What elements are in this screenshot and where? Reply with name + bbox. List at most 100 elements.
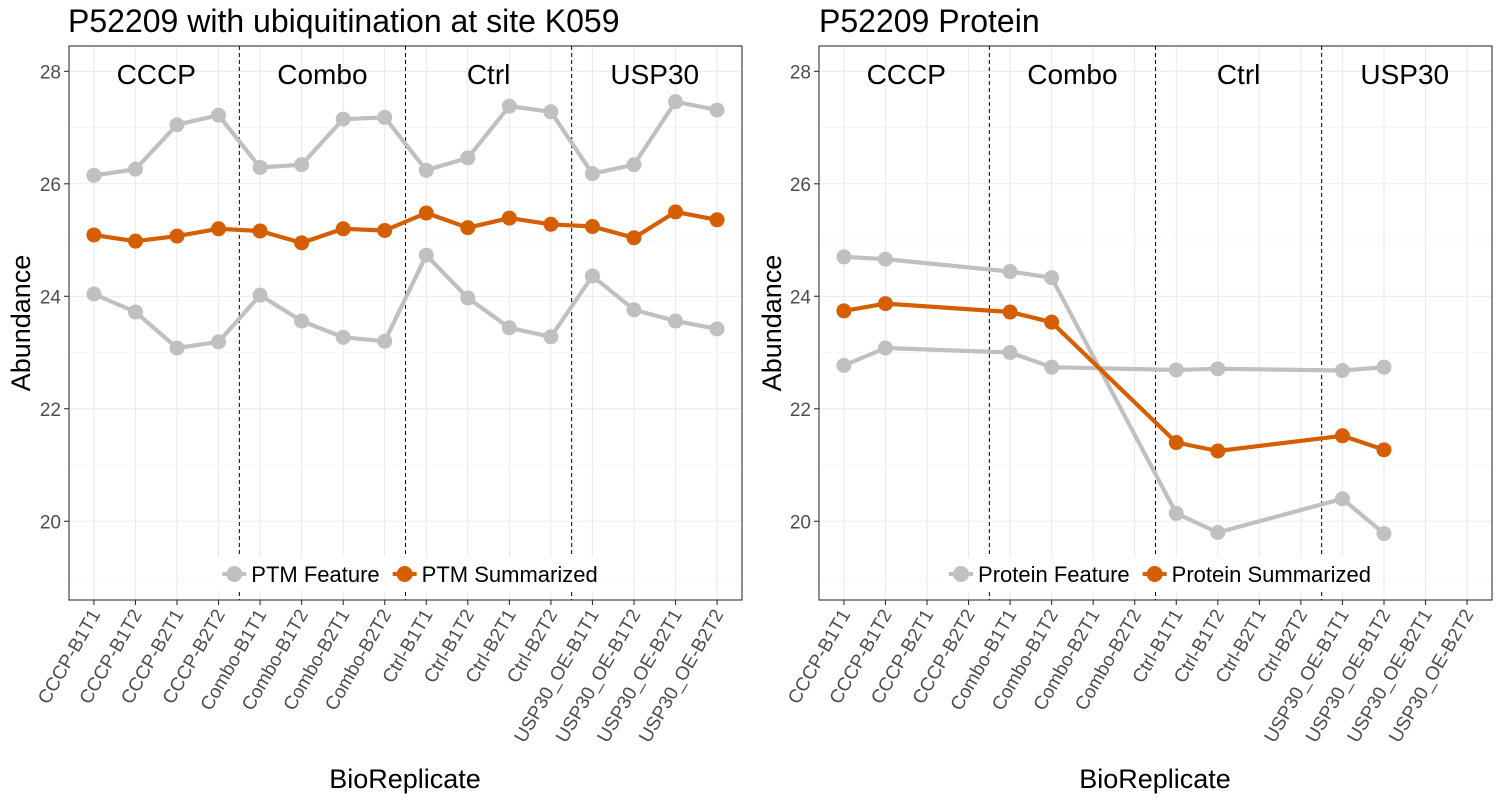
data-point (169, 228, 185, 244)
data-point (418, 247, 434, 263)
legend: PTM Feature PTM Summarized (211, 557, 604, 591)
group-label: Ctrl (1217, 59, 1261, 90)
data-point (127, 304, 143, 320)
data-point (252, 223, 268, 239)
data-point (1376, 359, 1392, 375)
data-point (169, 340, 185, 356)
data-point (127, 161, 143, 177)
data-point (335, 329, 351, 345)
summarized-series (836, 296, 1392, 459)
data-point (294, 313, 310, 329)
data-point (335, 111, 351, 127)
group-label: CCCP (117, 59, 196, 90)
group-label: CCCP (867, 59, 946, 90)
data-point (1210, 361, 1226, 377)
data-point (626, 157, 642, 173)
data-point (211, 221, 227, 237)
series-line (841, 345, 1387, 373)
data-point (211, 107, 227, 123)
y-tick-label: 22 (790, 400, 811, 421)
data-point (836, 357, 852, 373)
data-point (543, 329, 559, 345)
chart-panel-ptm: P52209 with ubiquitination at site K059 … (6, 3, 743, 794)
legend-entry: Protein Summarized (1172, 562, 1371, 587)
data-point (501, 98, 517, 114)
x-axis-title: BioReplicate (1079, 764, 1231, 794)
data-point (460, 150, 476, 166)
data-point (1334, 491, 1350, 507)
feature-series (836, 340, 1392, 379)
data-point (709, 321, 725, 337)
data-point (169, 117, 185, 133)
data-point (460, 290, 476, 306)
y-tick-label: 24 (790, 287, 812, 308)
data-point (836, 249, 852, 265)
x-axis-title: BioReplicate (329, 764, 481, 794)
y-axis-title: Abundance (6, 255, 36, 392)
data-point (1210, 443, 1226, 459)
data-point (668, 313, 684, 329)
data-point (1002, 264, 1018, 280)
data-point (1168, 505, 1184, 521)
data-point (1044, 270, 1060, 286)
data-point (86, 286, 102, 302)
y-tick-label: 28 (40, 62, 61, 83)
y-tick-label: 20 (40, 512, 61, 533)
y-tick-label: 22 (40, 400, 61, 421)
data-point (335, 221, 351, 237)
series-line (841, 254, 1387, 536)
data-point (1210, 525, 1226, 541)
group-label: USP30 (610, 59, 699, 90)
data-point (1002, 304, 1018, 320)
data-point (501, 210, 517, 226)
data-point (626, 230, 642, 246)
data-point (877, 296, 893, 312)
y-tick-label: 28 (790, 62, 811, 83)
data-point (1334, 428, 1350, 444)
data-point (877, 340, 893, 356)
data-point (86, 167, 102, 183)
data-point (1168, 435, 1184, 451)
data-point (836, 303, 852, 319)
group-label: Combo (277, 59, 367, 90)
legend-key-marker (953, 566, 970, 582)
data-point (584, 268, 600, 284)
data-point (668, 204, 684, 220)
data-point (709, 102, 725, 118)
data-point (877, 251, 893, 267)
data-point (1044, 359, 1060, 375)
legend-key-marker (226, 566, 243, 582)
data-point (294, 235, 310, 251)
data-point (377, 222, 393, 238)
y-tick-label: 26 (40, 175, 61, 196)
data-point (460, 220, 476, 236)
data-point (543, 216, 559, 232)
y-tick-label: 26 (790, 175, 811, 196)
series-line (91, 253, 720, 351)
y-tick-label: 20 (790, 512, 811, 533)
data-point (377, 333, 393, 349)
data-point (501, 320, 517, 336)
chart-title: P52209 with ubiquitination at site K059 (68, 3, 620, 39)
data-point (1376, 442, 1392, 458)
feature-series (836, 249, 1392, 542)
data-point (543, 104, 559, 120)
data-point (668, 94, 684, 110)
data-point (1044, 314, 1060, 330)
feature-series (86, 94, 725, 183)
data-point (1168, 362, 1184, 378)
legend: Protein Feature Protein Summarized (938, 557, 1377, 591)
group-label: Ctrl (467, 59, 511, 90)
chart-title: P52209 Protein (819, 3, 1040, 39)
group-label: USP30 (1360, 59, 1449, 90)
group-label: Combo (1027, 59, 1117, 90)
summarized-series (86, 204, 725, 251)
y-axis-title: Abundance (757, 255, 787, 392)
data-point (1002, 345, 1018, 361)
data-point (626, 302, 642, 318)
data-point (252, 287, 268, 303)
data-point (1376, 526, 1392, 542)
chart-panel-protein: P52209 Protein BioReplicate Abundance CC… (757, 3, 1493, 794)
data-point (418, 205, 434, 221)
